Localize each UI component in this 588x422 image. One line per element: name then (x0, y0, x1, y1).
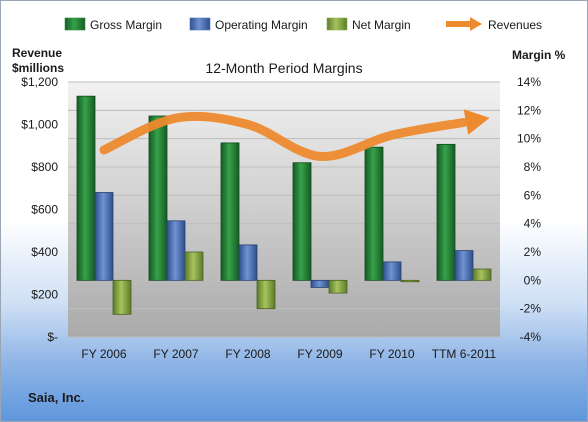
bar-operating-margin (454, 250, 474, 281)
right-axis-label: Margin % (512, 48, 566, 62)
legend-item-gross-margin: Gross Margin (64, 17, 162, 32)
revenue-series-line (99, 111, 469, 161)
left-tick-label: $600 (31, 203, 58, 217)
legend-label: Revenues (488, 18, 542, 32)
company-name: Saia, Inc. (28, 390, 84, 405)
bar-gross-margin (292, 162, 312, 281)
right-tick-label: 8% (524, 160, 542, 174)
right-tick-label: 14% (517, 75, 541, 89)
left-axis-label-line2: $millions (12, 61, 64, 75)
legend-swatch (189, 17, 211, 31)
x-tick-label: FY 2007 (153, 347, 198, 361)
left-tick-label: $- (47, 330, 58, 344)
bar-net-margin (184, 251, 204, 281)
right-axis-ticks: -4% -2% 0% 2% 4% 6% 8% 10% 12% 14% (517, 75, 541, 344)
bar-gross-margin (364, 146, 384, 281)
left-axis-label-line1: Revenue (12, 46, 62, 60)
bar-net-margin (328, 279, 348, 294)
bar-net-margin (256, 279, 276, 310)
revenue-line (99, 109, 490, 161)
right-tick-label: 4% (524, 217, 542, 231)
x-axis-ticks: FY 2006 FY 2007 FY 2008 FY 2009 FY 2010 TTM 6… (81, 347, 496, 361)
right-tick-label: 10% (517, 132, 541, 146)
bar-gross-margin (220, 142, 240, 281)
right-tick-label: -2% (520, 302, 542, 316)
x-tick-label: TTM 6-2011 (432, 347, 497, 361)
bar-gross-margin (436, 143, 456, 281)
legend-item-revenues: Revenues (446, 17, 542, 32)
legend-item-operating-margin: Operating Margin (189, 17, 308, 32)
legend: Gross Margin Operating Margin Net Margin Re… (64, 17, 542, 32)
left-tick-label: $200 (31, 288, 58, 302)
x-tick-label: FY 2006 (81, 347, 126, 361)
legend-swatch (326, 17, 348, 31)
legend-label: Gross Margin (90, 18, 162, 32)
bar-net-margin (472, 268, 492, 281)
bar-gross-margin (76, 95, 96, 281)
bar-operating-margin (382, 261, 402, 281)
bar-operating-margin (94, 192, 114, 281)
legend-swatch (64, 17, 86, 31)
bar-gross-margin (148, 115, 168, 281)
x-tick-label: FY 2008 (225, 347, 270, 361)
left-tick-label: $400 (31, 245, 58, 259)
right-tick-label: 2% (524, 245, 542, 259)
right-tick-label: 12% (517, 103, 541, 117)
legend-item-net-margin: Net Margin (326, 17, 411, 32)
legend-label: Operating Margin (215, 18, 308, 32)
bar-net-margin (112, 279, 132, 315)
bar-operating-margin (310, 279, 330, 288)
right-tick-label: 0% (524, 273, 542, 287)
chart-title: 12-Month Period Margins (205, 60, 362, 76)
revenue-arrow-head (463, 109, 490, 135)
left-tick-label: $1,200 (21, 75, 58, 89)
bar-operating-margin (238, 244, 258, 281)
bars (76, 95, 492, 315)
left-tick-label: $800 (31, 160, 58, 174)
gridlines (68, 81, 500, 338)
left-tick-label: $1,000 (21, 118, 58, 132)
x-tick-label: FY 2010 (369, 347, 414, 361)
x-tick-label: FY 2009 (297, 347, 342, 361)
bar-net-margin (400, 279, 420, 283)
right-tick-label: -4% (520, 330, 542, 344)
left-axis-ticks: $- $200 $400 $600 $800 $1,000 $1,200 (21, 75, 58, 344)
plot-area (68, 82, 500, 337)
legend-label: Net Margin (352, 18, 411, 32)
right-tick-label: 6% (524, 188, 542, 202)
legend-arrow (470, 17, 482, 31)
bar-operating-margin (166, 220, 186, 281)
